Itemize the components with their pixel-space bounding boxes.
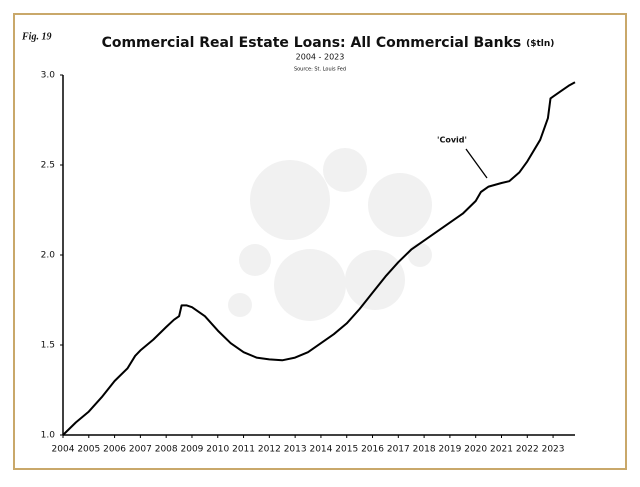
x-tick-label: 2021: [490, 445, 513, 455]
y-tick-label: 2.0: [41, 251, 56, 261]
y-tick-label: 1.0: [41, 431, 56, 441]
x-tick-label: 2015: [335, 445, 358, 455]
y-tick-label: 1.5: [41, 341, 55, 351]
x-tick-label: 2012: [258, 445, 281, 455]
x-tick-label: 2016: [361, 445, 384, 455]
x-tick-label: 2013: [284, 445, 307, 455]
x-tick-label: 2023: [542, 445, 565, 455]
annotation: 'Covid': [437, 136, 467, 145]
x-tick-label: 2007: [129, 445, 152, 455]
watermark: [228, 148, 432, 321]
x-tick-label: 2022: [516, 445, 539, 455]
x-tick-label: 2017: [387, 445, 410, 455]
chart-title: Commercial Real Estate Loans: All Commer…: [102, 35, 555, 51]
x-tick-label: 2006: [103, 445, 126, 455]
x-tick-label: 2009: [181, 445, 204, 455]
x-tick-label: 2011: [232, 445, 255, 455]
data-line: [62, 81, 576, 436]
title-unit: ($tln): [526, 39, 554, 49]
y-tick-label: 2.5: [41, 161, 55, 171]
x-tick-label: 2008: [155, 445, 178, 455]
annotation-line: [465, 148, 488, 179]
title-text: Commercial Real Estate Loans: All Commer…: [102, 35, 522, 51]
subtitle: 2004 - 2023: [296, 53, 345, 62]
x-tick-label: 2020: [464, 445, 487, 455]
x-tick-label: 2014: [309, 445, 332, 455]
x-tick-label: 2018: [413, 445, 436, 455]
y-tick-label: 3.0: [41, 71, 56, 81]
x-tick-label: 2010: [206, 445, 229, 455]
x-tick-label: 2019: [438, 445, 461, 455]
frame: [13, 13, 627, 470]
x-tick-label: 2004: [52, 445, 75, 455]
source: Source: St. Louis Fed: [294, 67, 346, 73]
x-tick-label: 2005: [77, 445, 100, 455]
figure-label: Fig. 19: [21, 31, 51, 42]
